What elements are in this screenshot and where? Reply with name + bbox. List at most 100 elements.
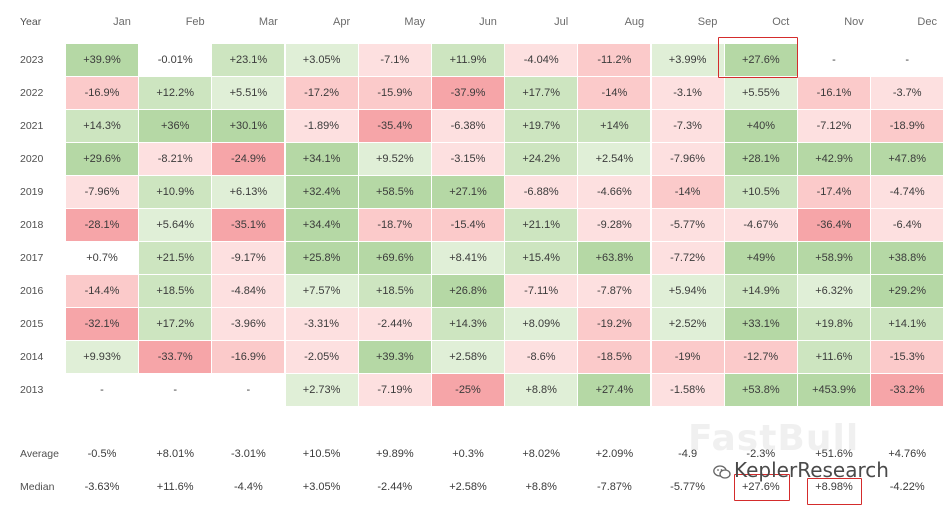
summary-value: +9.89% — [375, 448, 414, 460]
heatmap-cell: +9.52% — [358, 143, 431, 175]
heatmap-cell: +6.13% — [212, 176, 285, 208]
year-label-2018: 2018 — [20, 219, 44, 231]
heatmap-cell: +58.5% — [358, 176, 431, 208]
heatmap-cell: - — [798, 44, 870, 76]
heatmap-cell: +12.2% — [139, 77, 212, 109]
highlight-2023-oct — [718, 37, 798, 78]
month-header-sep: Sep — [697, 16, 718, 28]
year-label-2021: 2021 — [20, 120, 44, 132]
heatmap-cell: +15.4% — [505, 242, 578, 274]
summary-value: +2.58% — [449, 481, 487, 493]
heatmap-cell: -33.2% — [871, 374, 944, 406]
heatmap-cell: +27.4% — [578, 374, 651, 406]
heatmap-cell: -2.05% — [285, 341, 358, 373]
heatmap-cell: - — [212, 374, 285, 406]
heatmap-cell: -19% — [651, 341, 724, 373]
heatmap-cell: -1.58% — [651, 374, 724, 406]
heatmap-cell: -4.74% — [871, 176, 944, 208]
summary-value: -4.4% — [234, 481, 263, 493]
heatmap-cell: -6.88% — [505, 176, 578, 208]
heatmap-cell: +6.32% — [798, 275, 870, 307]
heatmap-cell: -3.15% — [432, 143, 504, 175]
heatmap-cell: -7.1% — [358, 44, 431, 76]
heatmap-cell: -0.01% — [139, 44, 212, 76]
year-label-2020: 2020 — [20, 153, 44, 165]
heatmap-cell: +8.8% — [505, 374, 578, 406]
heatmap-cell: -4.67% — [724, 209, 797, 241]
heatmap-cell: +42.9% — [798, 143, 870, 175]
heatmap-cell: -33.7% — [139, 341, 212, 373]
heatmap-cell: -18.7% — [358, 209, 431, 241]
heatmap-cell: -11.2% — [578, 44, 651, 76]
month-header-feb: Feb — [185, 16, 205, 28]
watermark-faint: FastBull — [688, 418, 860, 459]
heatmap-cell: +11.6% — [798, 341, 870, 373]
heatmap-cell: - — [871, 44, 944, 76]
heatmap-cell: -16.9% — [66, 77, 138, 109]
heatmap-cell: +26.8% — [432, 275, 504, 307]
heatmap-cell: +24.2% — [505, 143, 578, 175]
summary-value: +8.01% — [156, 448, 194, 460]
heatmap-cell: -6.38% — [432, 110, 504, 142]
heatmap-cell: -18.5% — [578, 341, 651, 373]
heatmap-cell: -7.96% — [66, 176, 138, 208]
heatmap-cell: -8.6% — [505, 341, 578, 373]
summary-value: +10.5% — [302, 448, 341, 460]
heatmap-cell: +2.73% — [285, 374, 358, 406]
heatmap-cell: -9.17% — [212, 242, 285, 274]
heatmap-cell: +0.7% — [66, 242, 138, 274]
heatmap-cell: -15.9% — [358, 77, 431, 109]
heatmap-cell: +49% — [724, 242, 797, 274]
heatmap-cell: +2.58% — [432, 341, 504, 373]
heatmap-cell: +7.57% — [285, 275, 358, 307]
heatmap-cell: -14% — [651, 176, 724, 208]
summary-value: +2.09% — [595, 448, 634, 460]
month-header-jun: Jun — [479, 16, 497, 28]
summary-label-median: Median — [20, 481, 55, 493]
heatmap-cell: -7.12% — [798, 110, 870, 142]
heatmap-cell: -16.1% — [798, 77, 870, 109]
highlight-median-oct — [734, 474, 790, 501]
heatmap-cell: +39.9% — [66, 44, 138, 76]
heatmap-cell: -18.9% — [871, 110, 944, 142]
heatmap-cell: +5.55% — [724, 77, 797, 109]
heatmap-cell: +14.3% — [432, 308, 504, 340]
highlight-median-nov — [807, 478, 862, 505]
heatmap-cell: +33.1% — [724, 308, 797, 340]
heatmap-cell: -1.89% — [285, 110, 358, 142]
summary-value: -5.77% — [670, 481, 706, 493]
heatmap-cell: +25.8% — [285, 242, 358, 274]
heatmap-cell: +17.7% — [505, 77, 578, 109]
year-label-2015: 2015 — [20, 318, 44, 330]
month-header-jan: Jan — [113, 16, 131, 28]
heatmap-cell: +63.8% — [578, 242, 651, 274]
heatmap-cell: +8.09% — [505, 308, 578, 340]
summary-value: +27.6% — [741, 481, 780, 493]
heatmap-cell: +14% — [578, 110, 651, 142]
heatmap-cell: -7.19% — [358, 374, 431, 406]
heatmap-cell: +3.99% — [651, 44, 724, 76]
heatmap-cell: -8.21% — [139, 143, 212, 175]
year-label-2017: 2017 — [20, 252, 44, 264]
year-label-2019: 2019 — [20, 186, 44, 198]
summary-value: +8.02% — [522, 448, 560, 460]
heatmap-cell: +34.1% — [285, 143, 358, 175]
heatmap-cell: -3.7% — [871, 77, 944, 109]
watermark-brand: KeplerResearch — [734, 458, 889, 482]
summary-value: -4.22% — [889, 481, 925, 493]
summary-value: +4.76% — [888, 448, 926, 460]
heatmap-cell: -14% — [578, 77, 651, 109]
heatmap-cell: -7.3% — [651, 110, 724, 142]
heatmap-cell: -35.4% — [358, 110, 431, 142]
heatmap-cell: -4.66% — [578, 176, 651, 208]
heatmap-cell: -7.72% — [651, 242, 724, 274]
heatmap-cell: -4.84% — [212, 275, 285, 307]
heatmap-cell: -32.1% — [66, 308, 138, 340]
summary-value: -3.01% — [230, 448, 266, 460]
wechat-icon — [713, 464, 731, 479]
heatmap-cell: -3.96% — [212, 308, 285, 340]
heatmap-cell: -28.1% — [66, 209, 138, 241]
heatmap-cell: +18.5% — [139, 275, 212, 307]
heatmap-cell: +21.1% — [505, 209, 578, 241]
